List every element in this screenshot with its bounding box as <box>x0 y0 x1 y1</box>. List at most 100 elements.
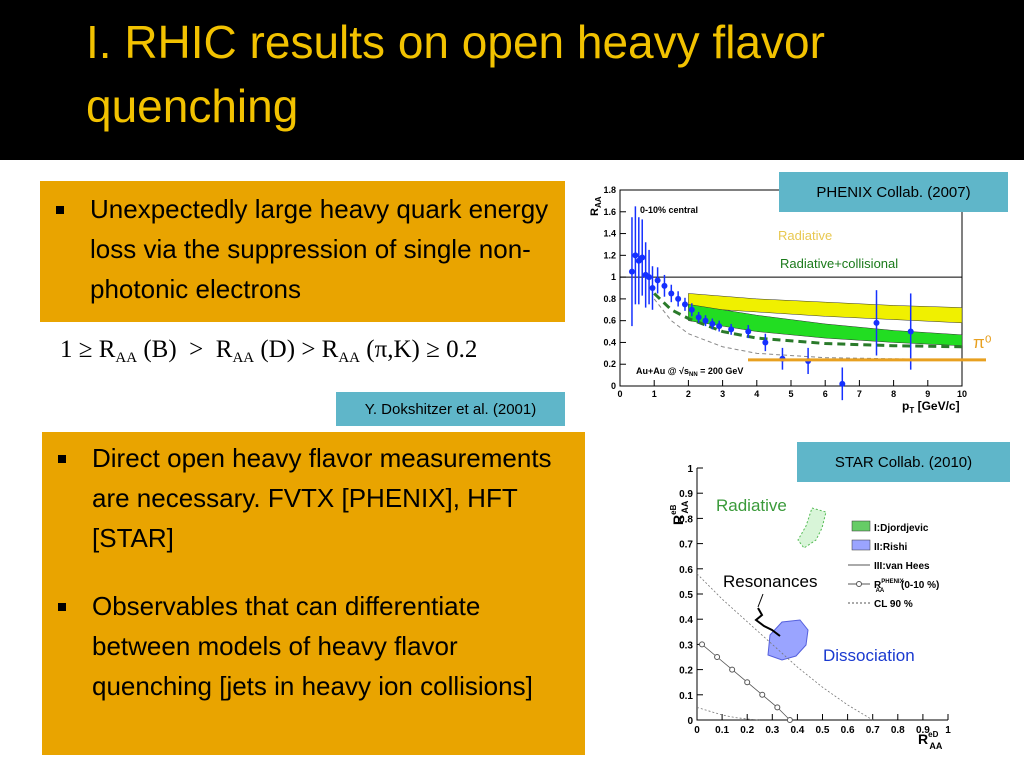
legend-label: II:Rishi <box>874 542 908 553</box>
label-part: R <box>874 580 882 591</box>
label-part: AA <box>680 500 690 513</box>
x-tick-label: 4 <box>754 389 759 399</box>
radiative-region <box>797 507 827 549</box>
y-tick-label: 1.6 <box>603 207 616 217</box>
bullet: Unexpectedly large heavy quark energy lo… <box>56 189 560 309</box>
x-tick-label: 3 <box>720 389 725 399</box>
text-box: Unexpectedly large heavy quark energy lo… <box>40 181 565 322</box>
eq-sub: AA <box>115 350 138 366</box>
data-point <box>759 691 766 698</box>
label-part: [GeV/c] <box>914 399 959 413</box>
label-part: R <box>670 515 686 525</box>
label-part: AA <box>876 588 885 594</box>
y-tick-label: 1 <box>687 464 693 475</box>
legend-label: III:van Hees <box>874 561 930 572</box>
y-tick-label: 1.2 <box>603 250 616 260</box>
system-label: Au+Au @ √sNN = 200 GeV <box>636 366 743 378</box>
y-tick-label: 0.5 <box>679 590 693 601</box>
bullet: Observables that can differentiate betwe… <box>58 586 582 706</box>
data-point <box>728 326 735 333</box>
data-point <box>628 268 635 275</box>
y-axis-label: RAA <box>589 196 603 216</box>
legend-label: RPHENIX AA (0-10 %) <box>874 579 939 594</box>
label-part: p <box>902 399 909 413</box>
legend-swatch <box>851 539 871 551</box>
y-tick-label: 1.4 <box>603 229 616 239</box>
data-point <box>873 319 880 326</box>
x-tick-label: 10 <box>957 389 967 399</box>
data-point <box>649 285 656 291</box>
model-curve <box>696 707 760 721</box>
label-part: CL 90 % <box>874 599 913 610</box>
x-tick-label: 0.1 <box>715 725 729 736</box>
x-tick-label: 2 <box>686 389 691 399</box>
band-label: Radiative+collisional <box>780 256 898 271</box>
model-curve <box>696 573 873 721</box>
x-axis-label: ReD AA <box>918 730 943 751</box>
text-box: Direct open heavy flavor measurements ar… <box>42 432 585 755</box>
eq-sub: AA <box>338 350 361 366</box>
x-axis-label: pT [GeV/c] <box>902 399 960 415</box>
y-tick-label: 0.1 <box>679 691 693 702</box>
data-point <box>744 679 751 686</box>
y-tick-label: 0.8 <box>679 514 693 525</box>
legend-swatch <box>851 520 871 532</box>
annotation: Radiative <box>716 496 787 515</box>
x-tick-label: 0.8 <box>891 725 905 736</box>
label-part: eB <box>669 504 678 514</box>
y-tick-label: 0.3 <box>679 640 693 651</box>
model-band <box>688 293 963 324</box>
label-part: I:Djordjevic <box>874 523 929 534</box>
citation: Y. Dokshitzer et al. (2001) <box>336 392 565 426</box>
x-tick-label: 0.7 <box>866 725 880 736</box>
data-point <box>639 254 646 261</box>
label-part: R <box>918 731 928 747</box>
data-point <box>654 277 661 284</box>
legend-marker <box>856 581 862 587</box>
x-tick-label: 0.5 <box>816 725 830 736</box>
label-part: = 200 GeV <box>698 366 744 376</box>
label-part: eD <box>928 730 938 739</box>
y-tick-label: 0 <box>611 381 616 391</box>
data-point <box>709 320 716 327</box>
y-tick-label: 0.2 <box>603 359 616 369</box>
slide-title: I. RHIC results on open heavy flavor que… <box>86 16 825 132</box>
data-point <box>907 328 914 335</box>
label-part: T <box>909 406 914 415</box>
x-tick-label: 5 <box>788 389 793 399</box>
y-tick-label: 0.9 <box>679 489 693 500</box>
eq-sub: AA <box>232 350 255 366</box>
data-point <box>695 314 702 321</box>
pointer <box>757 593 764 608</box>
resonances-curve <box>754 607 781 637</box>
data-point <box>786 717 793 723</box>
data-point <box>762 339 769 346</box>
data-point <box>716 323 723 330</box>
data-point <box>668 290 675 297</box>
x-tick-label: 0.9 <box>916 725 930 736</box>
label-part: NN <box>689 372 698 378</box>
x-tick-label: 6 <box>823 389 828 399</box>
legend-label: CL 90 % <box>874 599 913 610</box>
y-tick-label: 0.4 <box>603 337 616 347</box>
source-label: PHENIX Collab. (2007) <box>779 172 1008 212</box>
model-curve <box>653 292 963 349</box>
data-point <box>729 666 736 673</box>
y-tick-label: 1 <box>611 272 616 282</box>
x-tick-label: 0.2 <box>740 725 754 736</box>
y-tick-label: 0.6 <box>603 316 616 326</box>
data-point <box>661 282 668 289</box>
x-tick-label: 8 <box>891 389 896 399</box>
data-point <box>646 274 653 281</box>
centrality-label: 0-10% central <box>640 205 698 215</box>
x-tick-label: 7 <box>857 389 862 399</box>
data-point <box>675 295 682 302</box>
data-point <box>632 252 639 259</box>
data-point <box>688 306 695 313</box>
label-part: (0-10 %) <box>898 580 939 591</box>
eq-part: 1 ≥ R <box>60 336 116 363</box>
eq-part: (D) > R <box>254 336 339 363</box>
data-point <box>745 328 752 335</box>
x-tick-label: 1 <box>652 389 657 399</box>
